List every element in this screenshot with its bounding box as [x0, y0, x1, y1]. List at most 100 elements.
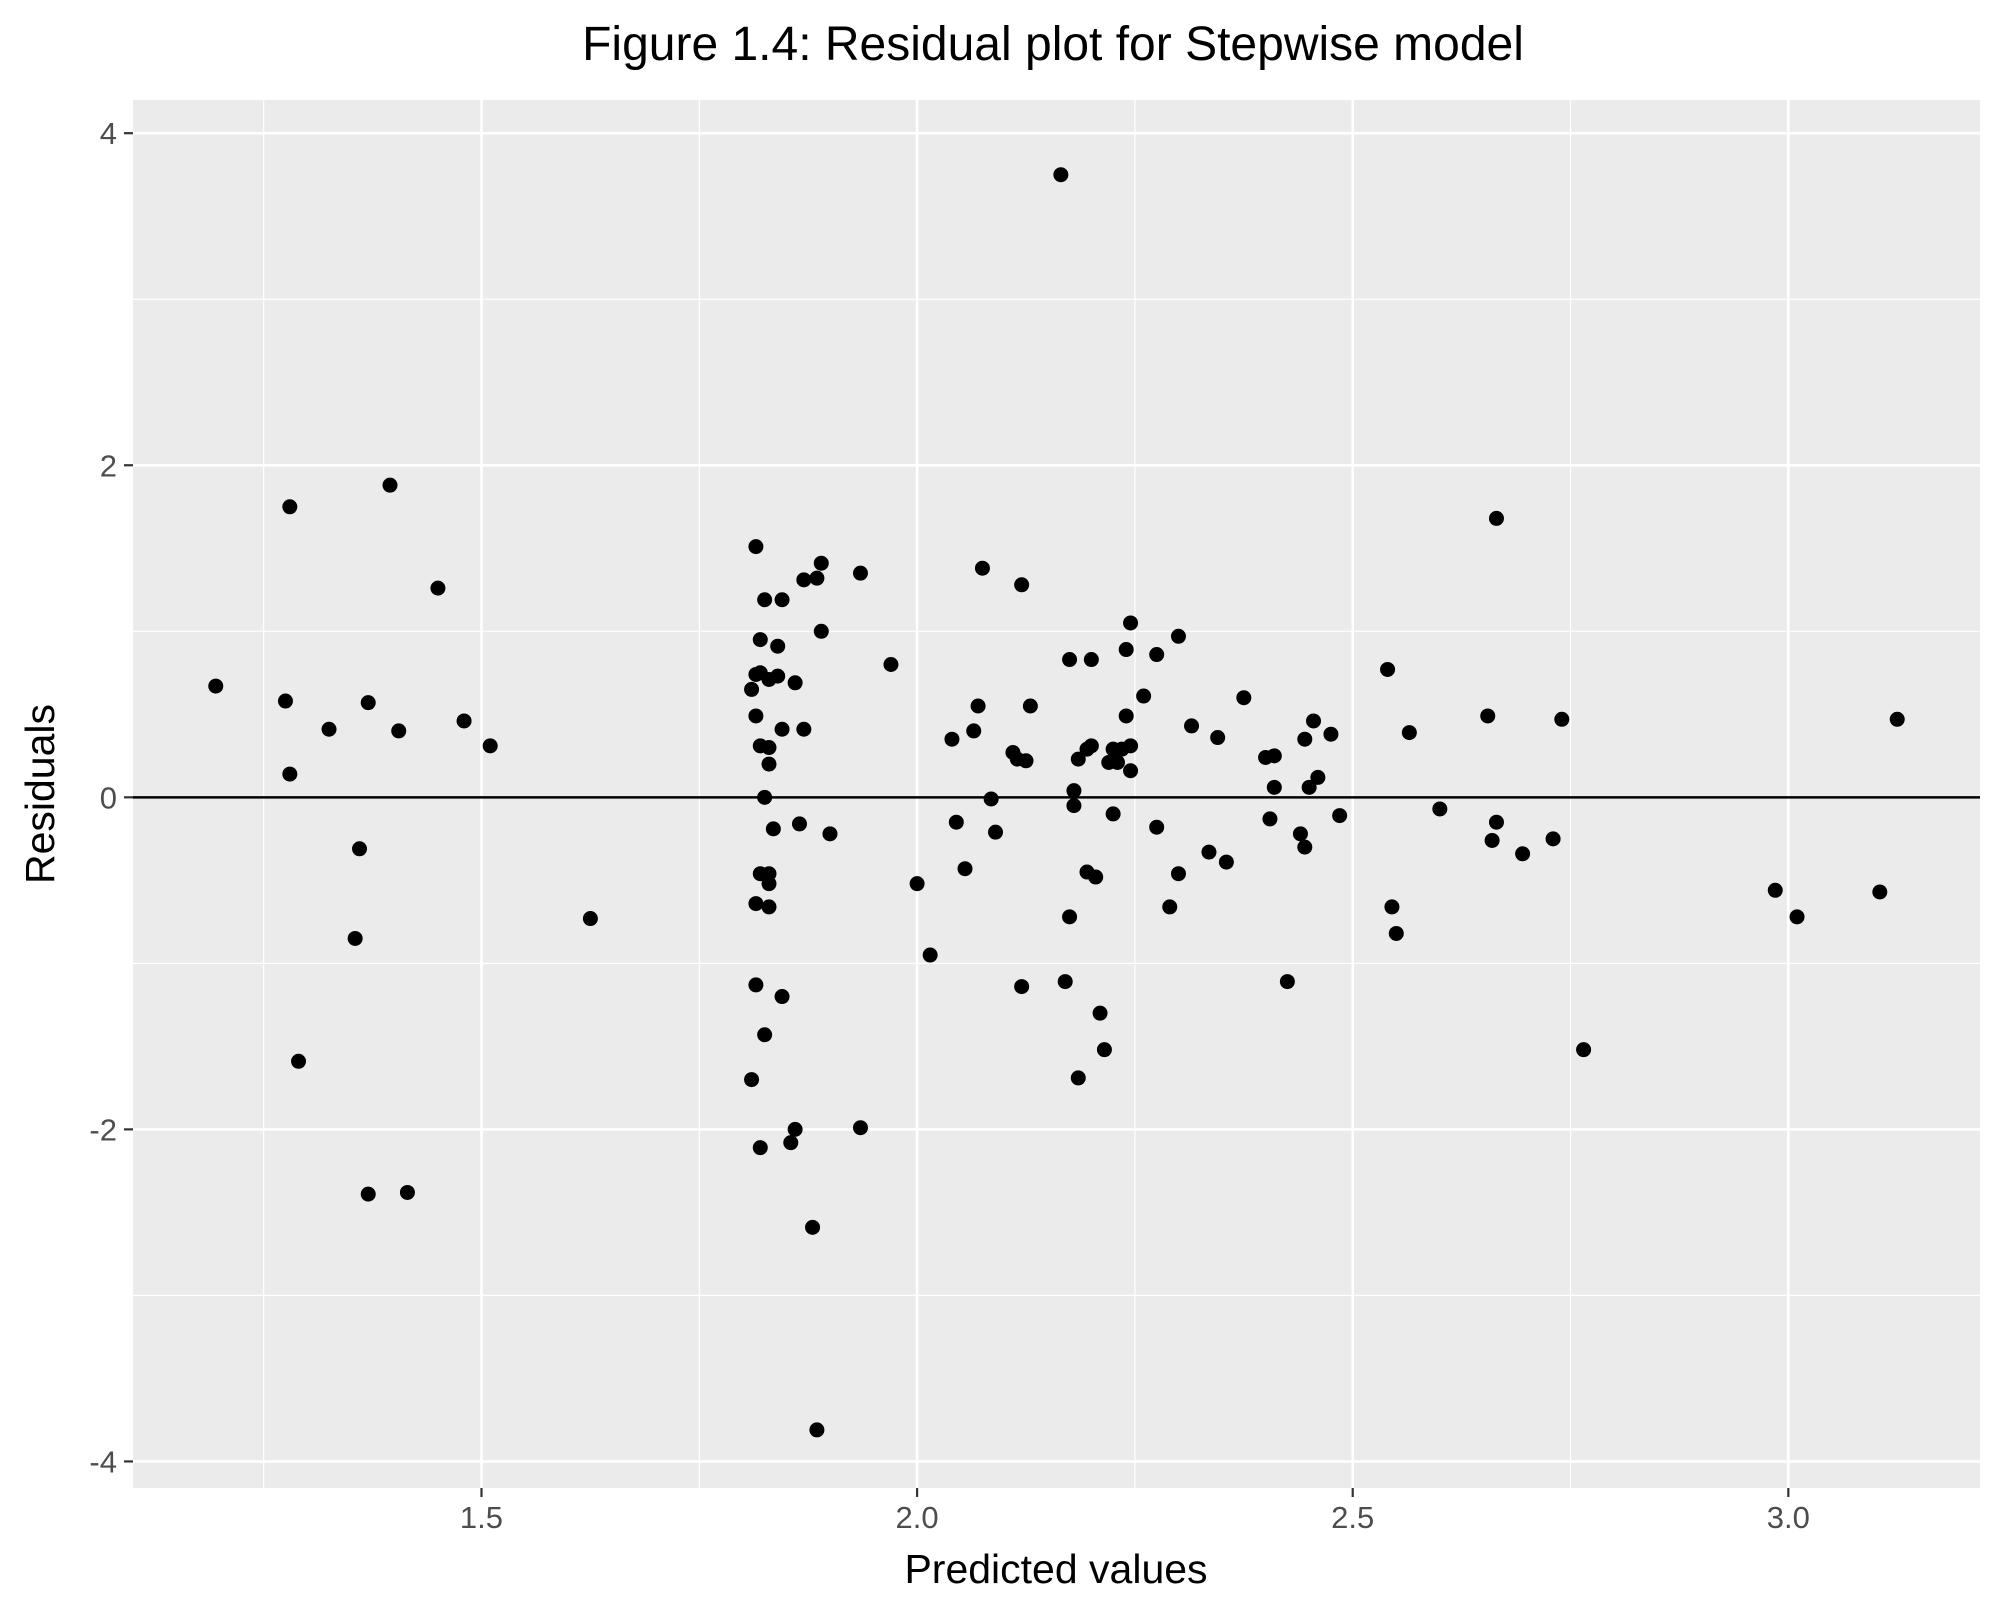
data-point — [1062, 909, 1078, 925]
data-point — [1053, 167, 1069, 183]
data-point — [1576, 1042, 1592, 1058]
data-point — [1170, 866, 1186, 882]
plot-panel — [133, 100, 1980, 1488]
data-point — [1789, 909, 1805, 925]
data-point — [1388, 925, 1404, 941]
data-point — [1070, 1070, 1086, 1086]
data-point — [456, 713, 472, 729]
data-point — [1070, 751, 1086, 767]
data-point — [1266, 748, 1282, 764]
data-point — [748, 539, 764, 555]
data-point — [757, 592, 773, 608]
data-point — [1066, 798, 1082, 814]
data-point — [1266, 779, 1282, 795]
data-point — [957, 861, 973, 877]
chart-title: Figure 1.4: Residual plot for Stepwise m… — [582, 18, 1524, 71]
x-tick-label: 3.0 — [1767, 1500, 1810, 1535]
data-point — [360, 1186, 376, 1202]
data-point — [1488, 814, 1504, 830]
data-point — [909, 876, 925, 892]
data-point — [748, 896, 764, 912]
data-point — [757, 789, 773, 805]
data-point — [752, 1140, 768, 1156]
data-point — [1118, 708, 1134, 724]
data-point — [1484, 832, 1500, 848]
data-point — [1401, 725, 1417, 741]
data-point — [1136, 688, 1152, 704]
data-point — [352, 841, 368, 857]
data-point — [1384, 899, 1400, 915]
x-tick-label: 2.5 — [1331, 1500, 1374, 1535]
data-point — [809, 1422, 825, 1438]
data-point — [1083, 652, 1099, 668]
data-point — [970, 698, 986, 714]
y-tick-label: 2 — [100, 448, 117, 483]
data-point — [791, 816, 807, 832]
data-points — [208, 167, 1905, 1438]
y-tick-label: 4 — [100, 116, 117, 151]
data-point — [822, 826, 838, 842]
data-point — [1554, 711, 1570, 727]
data-point — [744, 681, 760, 697]
data-point — [1310, 769, 1326, 785]
data-point — [1292, 826, 1308, 842]
data-point — [1066, 783, 1082, 799]
data-point — [948, 814, 964, 830]
data-point — [761, 740, 777, 756]
data-point — [291, 1053, 307, 1069]
data-point — [744, 1072, 760, 1088]
data-point — [966, 723, 982, 739]
data-point — [944, 731, 960, 747]
data-point — [796, 572, 812, 588]
y-axis-ticks: -4 -2 0 2 4 — [89, 116, 133, 1479]
data-point — [391, 723, 407, 739]
data-point — [1488, 510, 1504, 526]
data-point — [1323, 726, 1339, 742]
data-point — [1432, 801, 1448, 817]
data-point — [1149, 647, 1165, 663]
data-point — [1022, 698, 1038, 714]
data-point — [787, 675, 803, 691]
data-point — [774, 592, 790, 608]
data-point — [813, 623, 829, 639]
data-point — [399, 1184, 415, 1200]
data-point — [347, 930, 363, 946]
data-point — [1014, 577, 1030, 593]
data-point — [208, 678, 224, 694]
x-axis-ticks: 1.5 2.0 2.5 3.0 — [460, 1488, 1810, 1535]
data-point — [796, 721, 812, 737]
data-point — [1545, 831, 1561, 847]
data-point — [1279, 974, 1295, 990]
data-point — [757, 1027, 773, 1043]
data-point — [748, 708, 764, 724]
data-point — [1083, 738, 1099, 754]
data-point — [282, 766, 298, 782]
minor-gridlines — [133, 100, 1980, 1488]
data-point — [1872, 884, 1888, 900]
data-point — [382, 477, 398, 493]
data-point — [1109, 754, 1125, 770]
data-point — [1123, 763, 1139, 779]
data-point — [582, 911, 598, 927]
data-point — [787, 1121, 803, 1137]
data-point — [974, 560, 990, 576]
data-point — [1096, 1042, 1112, 1058]
data-point — [761, 899, 777, 915]
data-point — [1092, 1005, 1108, 1021]
data-point — [277, 693, 293, 709]
data-point — [1236, 690, 1252, 706]
data-point — [1767, 882, 1783, 898]
data-point — [321, 721, 337, 737]
data-point — [360, 695, 376, 711]
data-point — [783, 1135, 799, 1151]
data-point — [761, 876, 777, 892]
data-point — [1480, 708, 1496, 724]
data-point — [1201, 844, 1217, 860]
y-tick-label: -2 — [89, 1112, 117, 1147]
data-point — [765, 821, 781, 837]
data-point — [770, 638, 786, 654]
data-point — [1123, 738, 1139, 754]
y-tick-label: -4 — [89, 1444, 117, 1479]
data-point — [813, 555, 829, 571]
data-point — [1088, 869, 1104, 885]
